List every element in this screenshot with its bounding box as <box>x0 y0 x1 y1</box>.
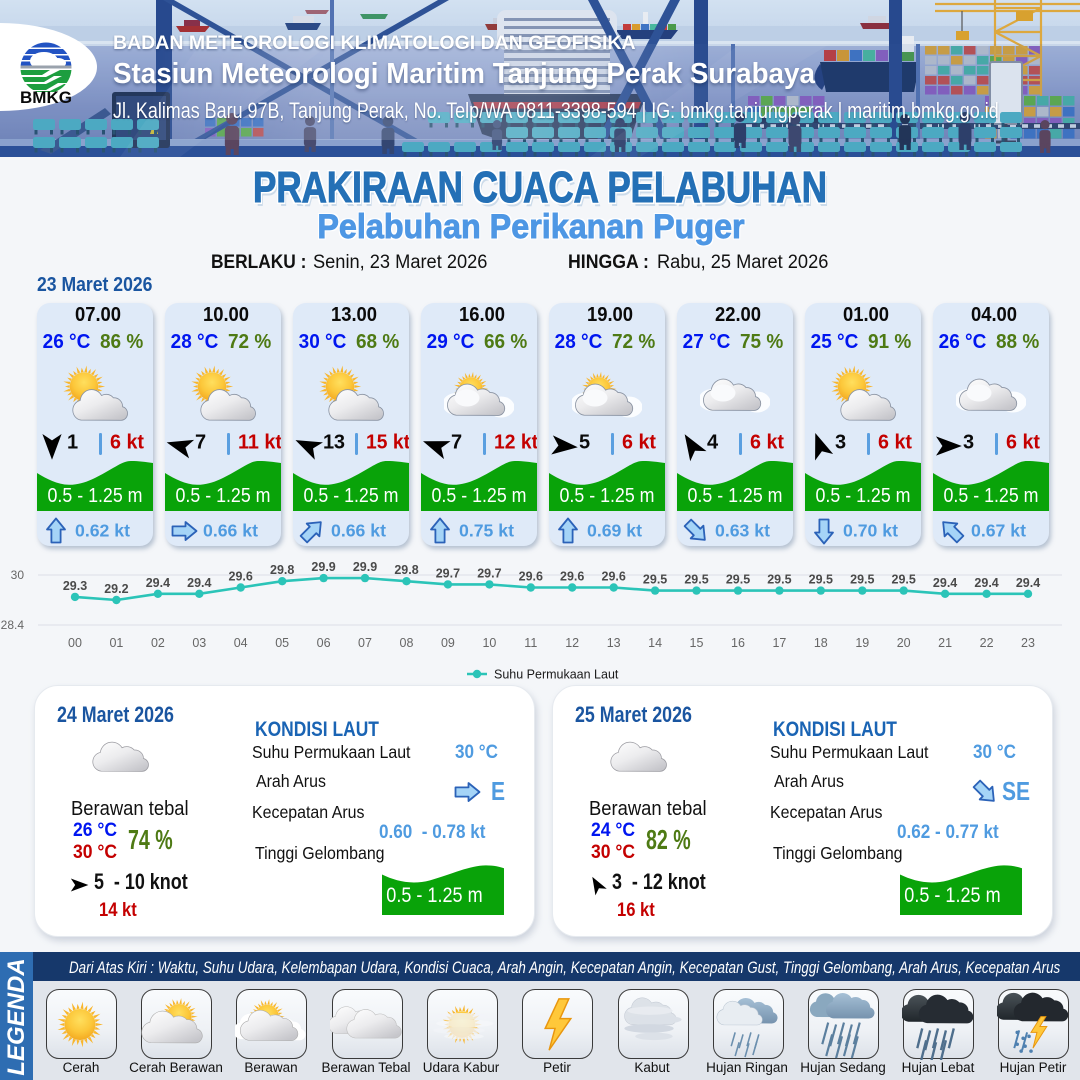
svg-text:11: 11 <box>524 636 537 650</box>
svg-text:29.2: 29.2 <box>104 582 128 596</box>
svg-text:29.8: 29.8 <box>394 563 418 577</box>
svg-text:29.4: 29.4 <box>974 576 998 590</box>
svg-text:6 kt: 6 kt <box>750 432 784 454</box>
svg-text:21: 21 <box>938 636 952 650</box>
svg-text:4: 4 <box>707 432 719 454</box>
svg-text:29.6: 29.6 <box>602 570 626 584</box>
svg-text:0.66 kt: 0.66 kt <box>203 521 258 541</box>
svg-text:1: 1 <box>67 432 78 454</box>
svg-text:23: 23 <box>1021 636 1035 650</box>
svg-text:0.69 kt: 0.69 kt <box>587 521 642 541</box>
svg-text:00: 00 <box>68 636 82 650</box>
svg-text:29.7: 29.7 <box>477 566 501 580</box>
svg-text:29.9: 29.9 <box>311 560 335 574</box>
svg-text:12 kt: 12 kt <box>494 432 537 454</box>
svg-text:3: 3 <box>963 432 974 454</box>
svg-text:11 kt: 11 kt <box>238 432 281 454</box>
svg-text:3: 3 <box>835 432 846 454</box>
svg-text:22: 22 <box>980 636 994 650</box>
svg-text:29.6: 29.6 <box>560 570 584 584</box>
svg-text:10: 10 <box>482 636 496 650</box>
svg-text:0.67 kt: 0.67 kt <box>971 521 1026 541</box>
svg-text:29.6: 29.6 <box>519 570 543 584</box>
svg-text:BMKG: BMKG <box>20 88 72 107</box>
svg-text:16: 16 <box>731 636 745 650</box>
svg-text:29.5: 29.5 <box>809 573 833 587</box>
svg-text:13: 13 <box>323 432 345 454</box>
svg-text:29.4: 29.4 <box>1016 576 1040 590</box>
svg-text:19: 19 <box>855 636 869 650</box>
svg-text:29.8: 29.8 <box>270 563 294 577</box>
svg-text:03: 03 <box>192 636 206 650</box>
svg-text:6 kt: 6 kt <box>110 432 144 454</box>
svg-text:08: 08 <box>400 636 414 650</box>
svg-text:0.66 kt: 0.66 kt <box>331 521 386 541</box>
svg-text:6 kt: 6 kt <box>878 432 912 454</box>
svg-text:29.7: 29.7 <box>436 566 460 580</box>
svg-text:01: 01 <box>109 636 123 650</box>
svg-text:29.3: 29.3 <box>63 579 87 593</box>
svg-text:29.6: 29.6 <box>229 570 253 584</box>
svg-text:29.9: 29.9 <box>353 560 377 574</box>
svg-text:29.5: 29.5 <box>892 573 916 587</box>
svg-text:14: 14 <box>648 636 662 650</box>
svg-text:Suhu Permukaan Laut: Suhu Permukaan Laut <box>494 668 619 682</box>
svg-text:09: 09 <box>441 636 455 650</box>
svg-text:13: 13 <box>607 636 621 650</box>
svg-text:30: 30 <box>11 568 25 582</box>
svg-text:15 kt: 15 kt <box>366 432 409 454</box>
svg-text:5: 5 <box>579 432 590 454</box>
svg-text:0.63 kt: 0.63 kt <box>715 521 770 541</box>
svg-text:7: 7 <box>451 432 462 454</box>
svg-text:29.4: 29.4 <box>933 576 957 590</box>
svg-text:28.4: 28.4 <box>1 618 25 632</box>
svg-text:0.70 kt: 0.70 kt <box>843 521 898 541</box>
svg-text:18: 18 <box>814 636 828 650</box>
svg-text:7: 7 <box>195 432 206 454</box>
svg-text:15: 15 <box>690 636 704 650</box>
svg-text:05: 05 <box>275 636 289 650</box>
svg-text:04: 04 <box>234 636 248 650</box>
svg-text:02: 02 <box>151 636 165 650</box>
svg-text:0.75 kt: 0.75 kt <box>459 521 514 541</box>
svg-text:29.5: 29.5 <box>767 573 791 587</box>
svg-text:29.5: 29.5 <box>850 573 874 587</box>
svg-text:29.4: 29.4 <box>187 576 211 590</box>
svg-text:20: 20 <box>897 636 911 650</box>
svg-text:29.5: 29.5 <box>643 573 667 587</box>
svg-text:6 kt: 6 kt <box>622 432 656 454</box>
svg-text:6 kt: 6 kt <box>1006 432 1040 454</box>
svg-text:29.5: 29.5 <box>684 573 708 587</box>
svg-text:07: 07 <box>358 636 372 650</box>
svg-text:12: 12 <box>565 636 579 650</box>
svg-text:06: 06 <box>317 636 331 650</box>
svg-text:17: 17 <box>772 636 786 650</box>
svg-text:29.4: 29.4 <box>146 576 170 590</box>
svg-text:29.5: 29.5 <box>726 573 750 587</box>
svg-text:0.62 kt: 0.62 kt <box>75 521 130 541</box>
